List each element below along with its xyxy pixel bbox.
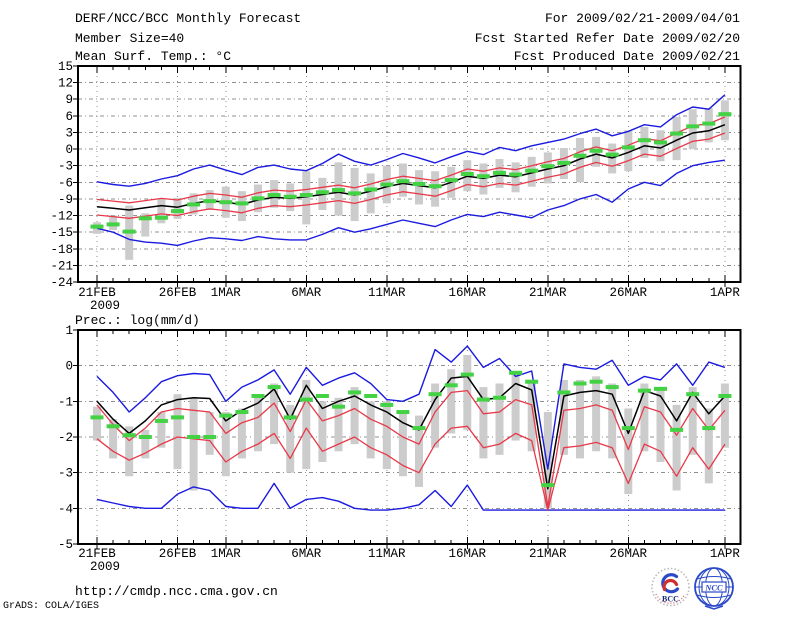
bcc-logo-red-arc-text — [655, 593, 686, 604]
x-tick-label: 21FEB — [78, 547, 116, 561]
precipitation-ensemble-spread-bars — [93, 354, 729, 509]
y-tick-label: 0 — [65, 360, 73, 374]
fcst-produced-date: Fcst Produced Date 2009/02/21 — [513, 49, 740, 64]
precipitation-obs-green-dash — [90, 370, 732, 488]
y-tick-label: -18 — [50, 243, 73, 257]
bcc-logo-red-swirl-icon — [662, 578, 679, 592]
precipitation-lower-envelope-blue — [96, 482, 725, 511]
bcc-logo: BCC — [651, 567, 690, 607]
x-tick-label: 11MAR — [368, 286, 406, 300]
ncc-logo-ribbon — [704, 605, 724, 610]
temperature-ensemble-mean-black — [96, 123, 726, 211]
page-title: DERF/NCC/BCC Monthly Forecast — [75, 11, 302, 26]
x-tick-label: 26FEB — [159, 547, 197, 561]
grads-credit: GrADS: COLA/IGES — [3, 601, 100, 612]
y-tick-label: -1 — [58, 395, 73, 409]
x-tick-label: 11MAR — [368, 547, 406, 561]
temperature-panel: 15 12 9 6 3 0 -3 -6 -9 -12 -15 -18 -21 -24 21FEB 26FEB 1… — [50, 60, 742, 313]
x-axis-year-label: 2009 — [90, 560, 120, 574]
x-tick-label: 16MAR — [449, 547, 487, 561]
bcc-logo-ring — [651, 567, 690, 607]
temperature-upper-envelope-blue — [96, 94, 726, 187]
x-tick-label: 21MAR — [529, 286, 567, 300]
y-tick-label: -15 — [50, 226, 73, 240]
y-tick-label: 0 — [65, 143, 73, 157]
y-tick-label: -9 — [58, 193, 73, 207]
x-tick-label: 6MAR — [291, 547, 322, 561]
x-tick-label: 26MAR — [610, 286, 648, 300]
forecast-range: For 2009/02/21-2009/04/01 — [544, 11, 740, 26]
ncc-logo-text: NCC — [704, 583, 723, 593]
temperature-axis-labels: 15 12 9 6 3 0 -3 -6 -9 -12 -15 -18 -21 -24 21FEB 26FEB 1… — [50, 60, 740, 313]
ncc-logo-banner — [701, 581, 727, 593]
precip-panel-title: Prec.: log(mm/d) — [75, 313, 200, 328]
precipitation-upper-envelope-blue — [96, 345, 726, 470]
x-tick-label: 1APR — [710, 286, 741, 300]
temperature-lower-envelope-blue — [96, 159, 725, 247]
bcc-logo-blue-swirl-icon — [661, 573, 680, 594]
temperature-lower-red — [96, 132, 726, 219]
bcc-logo-text: BCC — [662, 595, 679, 604]
temperature-panel-title: Mean Surf. Temp.: °C — [75, 49, 232, 64]
precipitation-axis-labels: 1 0 -1 -2 -3 -4 -5 21FEB 26FEB 1MAR 6MAR 11MAR 16MAR… — [58, 324, 740, 574]
temperature-obs-green-dash — [90, 112, 732, 234]
y-tick-label: -21 — [50, 259, 73, 273]
temperature-upper-red — [96, 116, 726, 204]
x-tick-label: 1APR — [710, 547, 741, 561]
x-tick-label: 21MAR — [529, 547, 567, 561]
y-tick-label: -24 — [50, 276, 73, 290]
temperature-grid — [78, 66, 741, 282]
y-tick-label: 6 — [65, 110, 73, 124]
temperature-frame — [73, 65, 742, 287]
x-tick-label: 26FEB — [159, 286, 197, 300]
temperature-ensemble-spread-bars — [93, 100, 729, 260]
y-tick-label: 3 — [65, 126, 73, 140]
precipitation-ensemble-mean-black — [96, 375, 726, 490]
ncc-logo: NCC — [694, 567, 734, 610]
fcst-started-date: Fcst Started Refer Date 2009/02/20 — [474, 31, 740, 46]
precipitation-upper-red — [96, 389, 726, 508]
x-tick-label: 1MAR — [211, 286, 242, 300]
y-tick-label: -5 — [58, 538, 73, 552]
precipitation-lower-red — [96, 425, 726, 511]
y-tick-label: 9 — [65, 93, 73, 107]
member-size-label: Member Size=40 — [75, 31, 185, 46]
y-tick-label: -12 — [50, 210, 73, 224]
y-tick-label: 12 — [58, 77, 73, 91]
y-tick-label: -4 — [58, 502, 73, 516]
x-tick-label: 6MAR — [291, 286, 322, 300]
precipitation-frame — [73, 329, 742, 549]
x-tick-label: 21FEB — [78, 286, 116, 300]
y-tick-label: -3 — [58, 160, 73, 174]
x-axis-year-label: 2009 — [90, 299, 120, 313]
y-tick-label: -2 — [58, 431, 73, 445]
y-tick-label: -3 — [58, 467, 73, 481]
precipitation-panel: 1 0 -1 -2 -3 -4 -5 21FEB 26FEB 1MAR 6MAR 11MAR 16MAR… — [58, 324, 742, 574]
y-tick-label: -6 — [58, 176, 73, 190]
y-tick-label: 15 — [58, 60, 73, 74]
x-tick-label: 26MAR — [610, 547, 648, 561]
source-url: http://cmdp.ncc.cma.gov.cn — [75, 584, 278, 599]
y-tick-label: 1 — [65, 324, 73, 338]
x-tick-label: 1MAR — [211, 547, 242, 561]
x-tick-label: 16MAR — [449, 286, 487, 300]
